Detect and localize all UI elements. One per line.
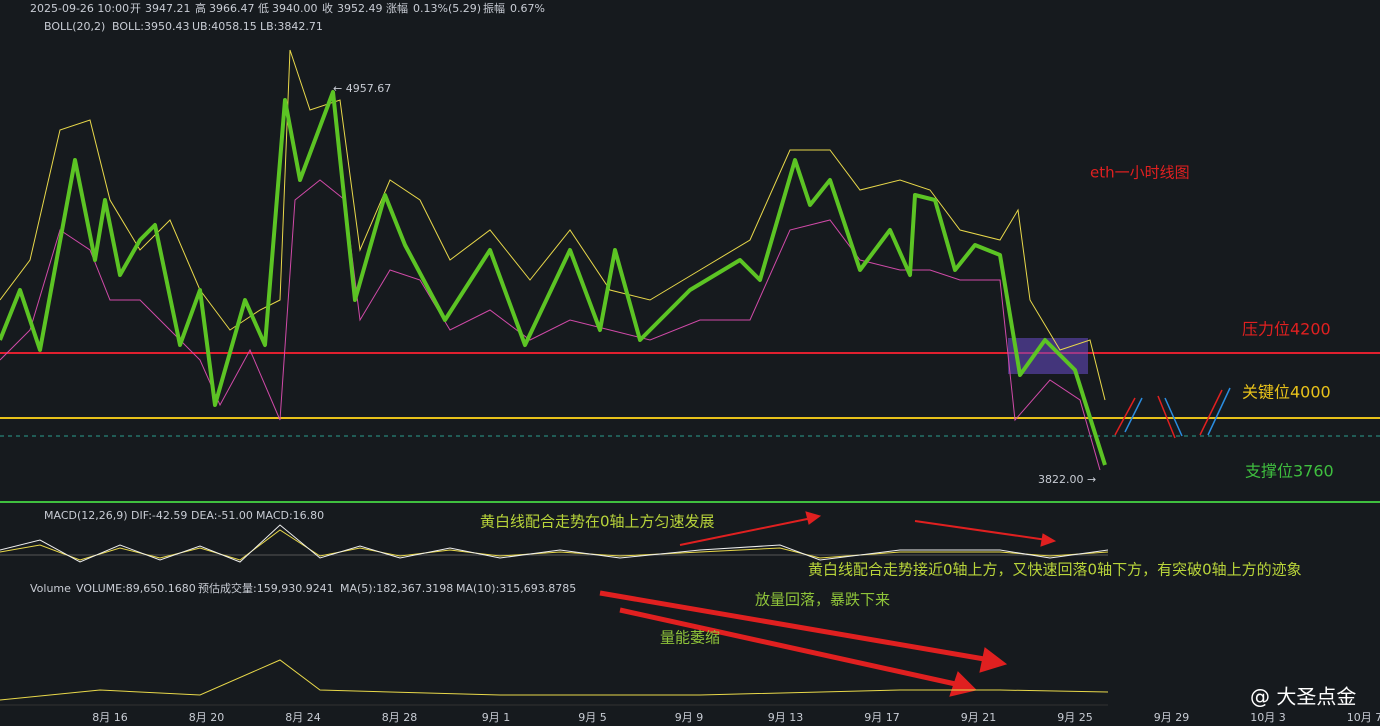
macd-dif: DIF:-42.59 [131,509,187,522]
header-value: 3966.47 [209,2,255,15]
boll-name: BOLL(20,2) [44,20,105,33]
x-tick-label: 9月 25 [1057,711,1093,724]
header-label: 开 [130,2,141,15]
boll-lb: LB:3842.71 [260,20,323,33]
header-label: 收 [322,1,333,15]
min-label: 3822.00 → [1038,473,1096,486]
resistance-label: 压力位4200 [1242,320,1331,339]
x-tick-label: 8月 28 [382,711,418,724]
macd-name: MACD(12,26,9) [44,509,128,522]
header-label: 低 [258,2,269,15]
max-label: ← 4957.67 [333,82,391,95]
x-tick-label: 8月 24 [285,711,321,724]
header-label: 涨幅 [386,2,408,15]
macd-value: MACD:16.80 [256,509,324,522]
projection-arrows [1114,387,1231,439]
x-tick-label: 10月 7 [1347,711,1380,724]
header-datetime: 2025-09-26 10:00 [30,2,129,15]
macd-dea: DEA:-51.00 [191,509,253,522]
boll-upper [0,49,1106,401]
header-value: 3952.49 [337,2,383,15]
x-tick-label: 9月 1 [482,711,511,724]
volume-name: Volume [30,582,71,595]
header-value: 0.13%(5.29) [413,2,481,15]
x-tick-label: 10月 3 [1250,711,1286,724]
volume-value: VOLUME:89,650.1680 [76,582,196,595]
x-tick-label: 9月 5 [578,711,607,724]
boll-ub: UB:4058.15 [192,20,257,33]
header-label: 高 [195,1,206,15]
trend-drawing [0,90,1107,466]
x-tick-label: 8月 16 [92,711,128,724]
macd-note: 黄白线配合走势接近0轴上方，又快速回落0轴下方，有突破0轴上方的迹象 [808,561,1302,579]
header-value: 3940.00 [272,2,318,15]
x-tick-label: 9月 21 [961,711,997,724]
volume-note: 放量回落，暴跌下来 [755,591,890,609]
x-tick-label: 9月 29 [1154,711,1190,724]
support-label: 支撑位3760 [1245,462,1334,481]
volume-ma [0,659,1109,701]
x-axis: 8月 16 8月 20 8月 24 8月 28 9月 1 9月 5 9月 9 9月 13 9月 … [92,711,1380,724]
x-tick-label: 9月 17 [864,711,900,724]
watermark: @ 大圣点金 [1250,685,1356,709]
x-tick-label: 9月 9 [675,711,704,724]
macd-note: 黄白线配合走势在0轴上方匀速发展 [480,513,715,531]
header-value: 0.67% [510,2,545,15]
volume-note: 量能萎缩 [660,629,720,647]
key-label: 关键位4000 [1242,383,1331,402]
boll-mid: BOLL:3950.43 [112,20,189,33]
chart-note: eth一小时线图 [1090,164,1190,182]
x-tick-label: 9月 13 [768,711,804,724]
header-value: 3947.21 [145,2,191,15]
header-label: 振幅 [483,1,505,15]
x-tick-label: 8月 20 [189,711,225,724]
volume-estimate: 预估成交量:159,930.9241 [198,581,334,595]
volume-ma5: MA(5):182,367.3198 [340,582,453,595]
macd-dif [0,524,1109,563]
volume-ma10: MA(10):315,693.8785 [456,582,576,595]
boll-lower [0,179,1101,471]
